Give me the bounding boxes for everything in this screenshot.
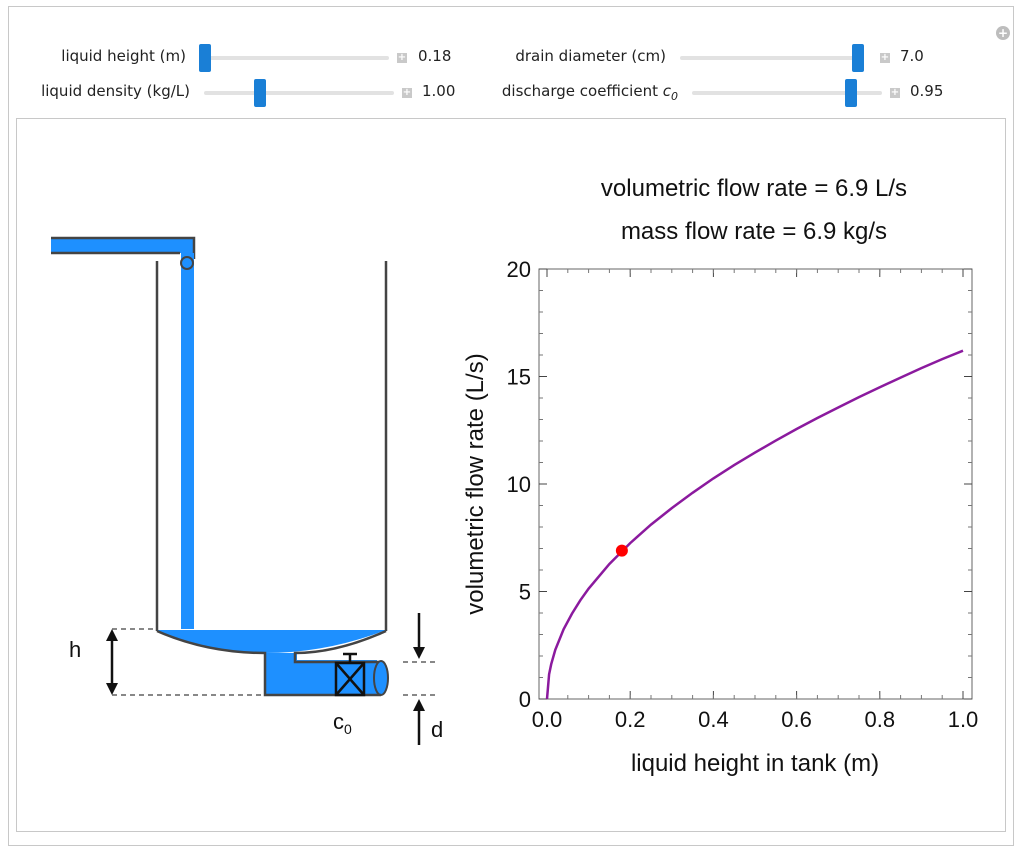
y-axis-label: volumetric flow rate (L/s) [462,353,489,614]
plot-frame [538,268,973,700]
liquid-density-slider[interactable] [204,79,394,107]
falling-stream [181,253,194,629]
output-panel: c0 h d volumetric flow rate = 6.9 L/s ma… [16,118,1006,832]
discharge-coefficient-value: 0.95 [910,82,944,100]
current-point-marker [615,544,628,557]
options-plus-icon[interactable]: + [996,26,1010,40]
drain-diameter-expand-icon[interactable]: + [880,52,890,63]
y-tick-label: 5 [519,580,531,605]
flow-rate-plot: 0.0 0.2 0.4 0.6 0.8 1.0 0 5 10 15 20 liquid height… [462,257,978,777]
drain-diameter-value: 7.0 [900,47,924,65]
x-axis-label: liquid height in tank (m) [631,750,879,777]
tank-diagram: c0 h d [51,236,443,745]
x-tick-label: 1.0 [948,707,979,732]
output-graphic: c0 h d volumetric flow rate = 6.9 L/s ma… [51,175,978,777]
slider-thumb[interactable] [845,79,858,107]
slider-thumb[interactable] [199,44,211,72]
inflow-pipe [51,238,194,253]
x-tick-label: 0.6 [781,707,812,732]
liquid-height-slider[interactable] [199,44,389,72]
y-tick-label: 10 [507,472,531,497]
discharge-coefficient-slider[interactable] [692,79,882,107]
slider-thumb[interactable] [253,79,266,107]
volumetric-flow-title: volumetric flow rate = 6.9 L/s [601,175,907,202]
drain-outlet [373,660,389,696]
y-tick-label: 15 [507,365,531,390]
liquid-density-label: liquid density (kg/L) [41,82,190,100]
d-label: d [431,717,443,742]
liquid-density-expand-icon[interactable]: + [402,87,412,98]
plot-ticks: 0.0 0.2 0.4 0.6 0.8 1.0 0 5 10 15 20 [507,257,979,732]
slider-thumb[interactable] [852,44,864,72]
pipe-joint-icon [180,256,194,270]
mass-flow-title: mass flow rate = 6.9 kg/s [621,218,887,245]
liquid-height-label: liquid height (m) [61,47,186,65]
x-tick-label: 0.8 [865,707,896,732]
valve-icon [334,652,366,697]
drain-diameter-slider[interactable] [680,44,864,72]
discharge-coefficient-expand-icon[interactable]: + [890,87,900,98]
h-label: h [69,637,81,662]
valve-label: c0 [333,709,352,737]
y-tick-label: 20 [507,257,531,282]
y-tick-label: 0 [519,687,531,712]
x-tick-label: 0.0 [532,707,563,732]
liquid-height-value: 0.18 [418,47,452,65]
discharge-coefficient-label: discharge coefficient c0 [501,82,678,103]
flow-curve [545,349,964,700]
drain-diameter-label: drain diameter (cm) [515,47,666,65]
liquid-density-value: 1.00 [422,82,456,100]
x-tick-label: 0.2 [615,707,646,732]
x-tick-label: 0.4 [698,707,729,732]
liquid-height-expand-icon[interactable]: + [397,52,407,63]
